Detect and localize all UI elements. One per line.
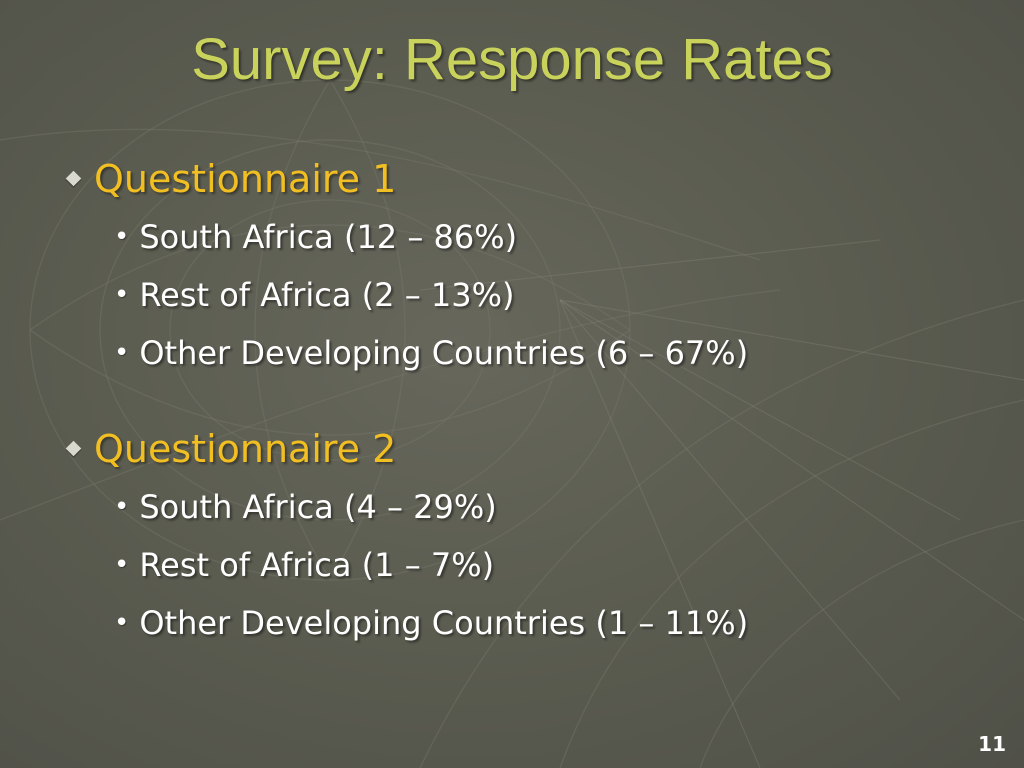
slide-title: Survey: Response Rates (191, 27, 833, 92)
list-item-text: Other Developing Countries (6 – 67%) (139, 334, 749, 372)
page-number: 11 (978, 732, 1006, 756)
section-heading-row: Questionnaire 2 (62, 420, 982, 478)
bullet-dot-icon: • (114, 222, 130, 252)
list-item-text: Rest of Africa (2 – 13%) (139, 276, 515, 314)
list-item-text: South Africa (4 – 29%) (139, 488, 497, 526)
section-heading: Questionnaire 2 (94, 427, 397, 471)
list-item-text: Other Developing Countries (1 – 11%) (139, 604, 749, 642)
list-item: • Rest of Africa (2 – 13%) (114, 266, 982, 324)
list-item: • Rest of Africa (1 – 7%) (114, 536, 982, 594)
bullet-dot-icon: • (114, 550, 130, 580)
list-item: • Other Developing Countries (6 – 67%) (114, 324, 982, 382)
list-item: • Other Developing Countries (1 – 11%) (114, 594, 982, 652)
bullet-dot-icon: • (114, 608, 130, 638)
list-item-text: Rest of Africa (1 – 7%) (139, 546, 495, 584)
slide-content: Questionnaire 1 • South Africa (12 – 86%… (62, 150, 982, 652)
section-questionnaire-2: Questionnaire 2 • South Africa (4 – 29%)… (62, 420, 982, 652)
section-questionnaire-1: Questionnaire 1 • South Africa (12 – 86%… (62, 150, 982, 382)
section-heading: Questionnaire 1 (94, 157, 397, 201)
list-item: • South Africa (12 – 86%) (114, 208, 982, 266)
list-item-text: South Africa (12 – 86%) (139, 218, 518, 256)
bullet-dot-icon: • (114, 338, 130, 368)
bullet-dot-icon: • (114, 492, 130, 522)
bullet-dot-icon: • (114, 280, 130, 310)
list-item: • South Africa (4 – 29%) (114, 478, 982, 536)
diamond-bullet-icon (68, 173, 80, 185)
section-heading-row: Questionnaire 1 (62, 150, 982, 208)
diamond-bullet-icon (68, 443, 80, 455)
